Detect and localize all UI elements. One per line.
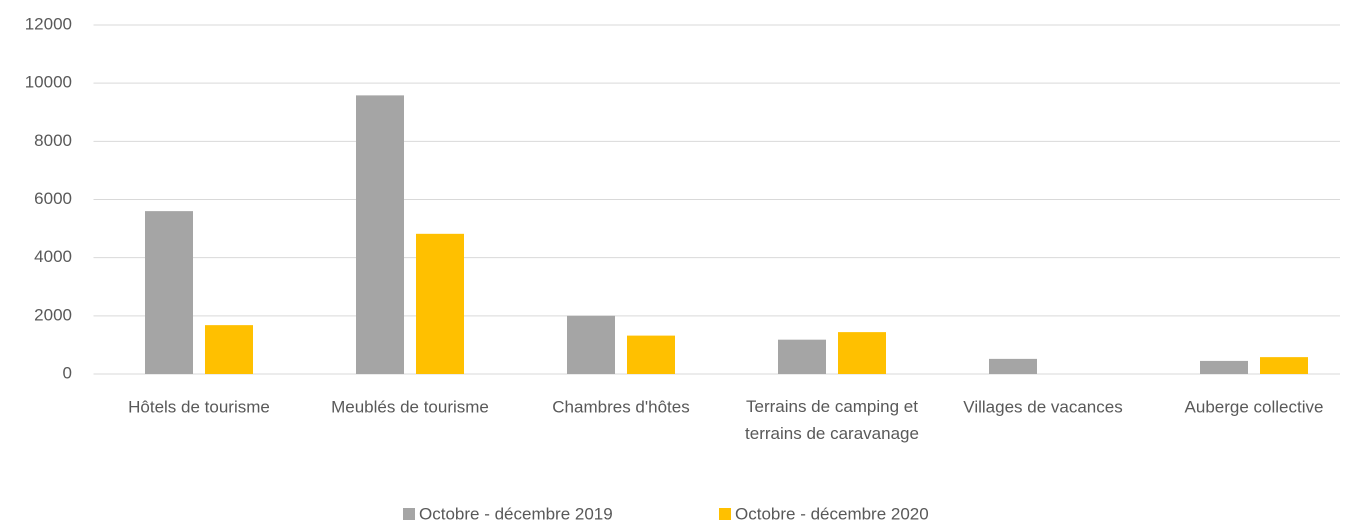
x-tick-label: Meublés de tourisme (331, 397, 489, 416)
bar (205, 325, 253, 374)
legend-swatch (403, 508, 415, 520)
x-tick-label: Terrains de camping et terrains de carava… (745, 397, 919, 443)
legend-label: Octobre - décembre 2019 (419, 504, 613, 523)
bar (1260, 357, 1308, 374)
bar (838, 332, 886, 374)
x-tick-label: Villages de vacances (963, 397, 1122, 416)
bar (778, 339, 826, 374)
bar (567, 315, 615, 374)
bar (145, 211, 193, 374)
x-tick-label: Chambres d'hôtes (552, 397, 689, 416)
y-tick-label: 6000 (34, 189, 72, 208)
y-tick-label: 4000 (34, 247, 72, 266)
y-tick-label: 12000 (25, 14, 72, 33)
y-tick-label: 2000 (34, 305, 72, 324)
legend-swatch (719, 508, 731, 520)
y-tick-label: 0 (63, 363, 72, 382)
bar (1200, 360, 1248, 374)
y-tick-label: 10000 (25, 73, 72, 92)
bar (416, 233, 464, 374)
x-tick-label: Auberge collective (1185, 397, 1324, 416)
x-tick-label: Hôtels de tourisme (128, 397, 270, 416)
bar (356, 95, 404, 375)
legend-label: Octobre - décembre 2020 (735, 504, 929, 523)
y-tick-label: 8000 (34, 131, 72, 150)
bar (989, 358, 1037, 374)
bar (627, 335, 675, 374)
